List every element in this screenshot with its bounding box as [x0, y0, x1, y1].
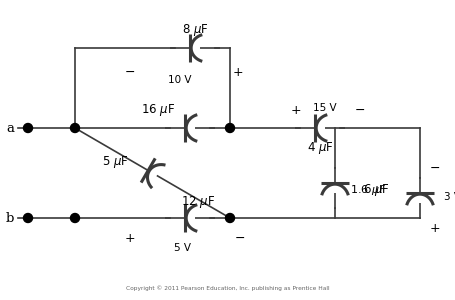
Text: 10 V: 10 V: [168, 75, 192, 85]
Text: +: +: [124, 232, 135, 244]
Text: −: −: [354, 103, 364, 116]
Text: 1.6 $\mu$F: 1.6 $\mu$F: [349, 183, 385, 197]
Text: −: −: [234, 232, 245, 244]
Text: 16 $\mu$F: 16 $\mu$F: [141, 102, 175, 118]
Circle shape: [24, 124, 32, 133]
Text: 6 $\mu$F: 6 $\mu$F: [363, 182, 389, 198]
Text: 3 V: 3 V: [443, 192, 455, 202]
Text: 8 $\mu$F: 8 $\mu$F: [181, 22, 208, 38]
Text: b: b: [6, 212, 14, 224]
Text: 5 $\mu$F: 5 $\mu$F: [101, 154, 128, 170]
Text: 15 V: 15 V: [313, 103, 336, 113]
Text: +: +: [429, 221, 440, 235]
Text: Copyright © 2011 Pearson Education, Inc. publishing as Prentice Hall: Copyright © 2011 Pearson Education, Inc.…: [126, 285, 329, 291]
Text: +: +: [290, 103, 301, 116]
Text: 4 $\mu$F: 4 $\mu$F: [306, 140, 333, 156]
Text: a: a: [6, 122, 14, 134]
Circle shape: [71, 214, 79, 223]
Text: 5 V: 5 V: [174, 243, 191, 253]
Circle shape: [225, 124, 234, 133]
Text: 12 $\mu$F: 12 $\mu$F: [181, 194, 215, 210]
Circle shape: [71, 124, 79, 133]
Circle shape: [24, 214, 32, 223]
Text: +: +: [232, 65, 243, 79]
Circle shape: [225, 214, 234, 223]
Text: −: −: [125, 65, 135, 79]
Text: −: −: [429, 161, 439, 175]
